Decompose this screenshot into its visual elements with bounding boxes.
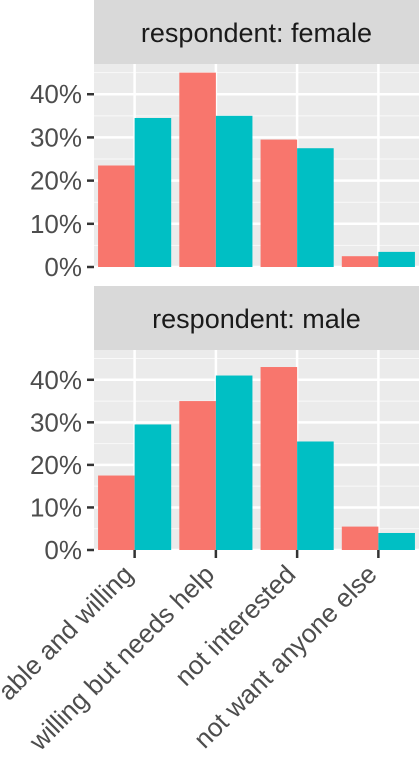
bar-series-1-1 bbox=[98, 475, 135, 550]
bar-series-1-2 bbox=[179, 72, 216, 267]
bar-series-2-3 bbox=[297, 148, 334, 267]
bar-series-2-2 bbox=[215, 115, 253, 267]
y-tick-label: 20% bbox=[30, 166, 82, 196]
facet-strip bbox=[94, 0, 419, 64]
bar-series-2-3 bbox=[297, 441, 334, 550]
y-tick-label: 10% bbox=[30, 209, 82, 239]
facet-strip bbox=[94, 286, 419, 350]
bar-series-1-2 bbox=[179, 401, 216, 550]
y-tick-label: 0% bbox=[44, 252, 82, 282]
y-tick-label: 30% bbox=[30, 407, 82, 437]
facet-strip-label: respondent: male bbox=[152, 304, 361, 334]
bar-series-2-4 bbox=[378, 532, 415, 550]
bar-series-2-1 bbox=[134, 117, 172, 267]
y-tick-label: 40% bbox=[30, 365, 82, 395]
facet-panel-1: respondent: female 0% 10% 20% 30% 40% bbox=[30, 0, 419, 282]
facet-panel-2: respondent: male 0% 10% 20% 30% 40% bbox=[30, 286, 419, 565]
y-tick-label: 20% bbox=[30, 450, 82, 480]
facet-strip-label: respondent: female bbox=[141, 18, 372, 48]
bar-series-1-1 bbox=[98, 165, 135, 267]
y-tick-label: 10% bbox=[30, 492, 82, 522]
bar-series-2-2 bbox=[215, 375, 253, 550]
y-tick-label: 0% bbox=[44, 535, 82, 565]
y-tick-label: 40% bbox=[30, 79, 82, 109]
bar-series-2-1 bbox=[134, 424, 172, 550]
bar-series-1-3 bbox=[260, 367, 298, 550]
bar-series-1-4 bbox=[341, 256, 379, 267]
y-tick-label: 30% bbox=[30, 122, 82, 152]
bar-series-1-3 bbox=[260, 139, 298, 267]
bar-series-1-4 bbox=[341, 526, 379, 550]
bar-series-2-4 bbox=[378, 251, 415, 267]
x-tick-label: able and willing bbox=[0, 559, 139, 706]
